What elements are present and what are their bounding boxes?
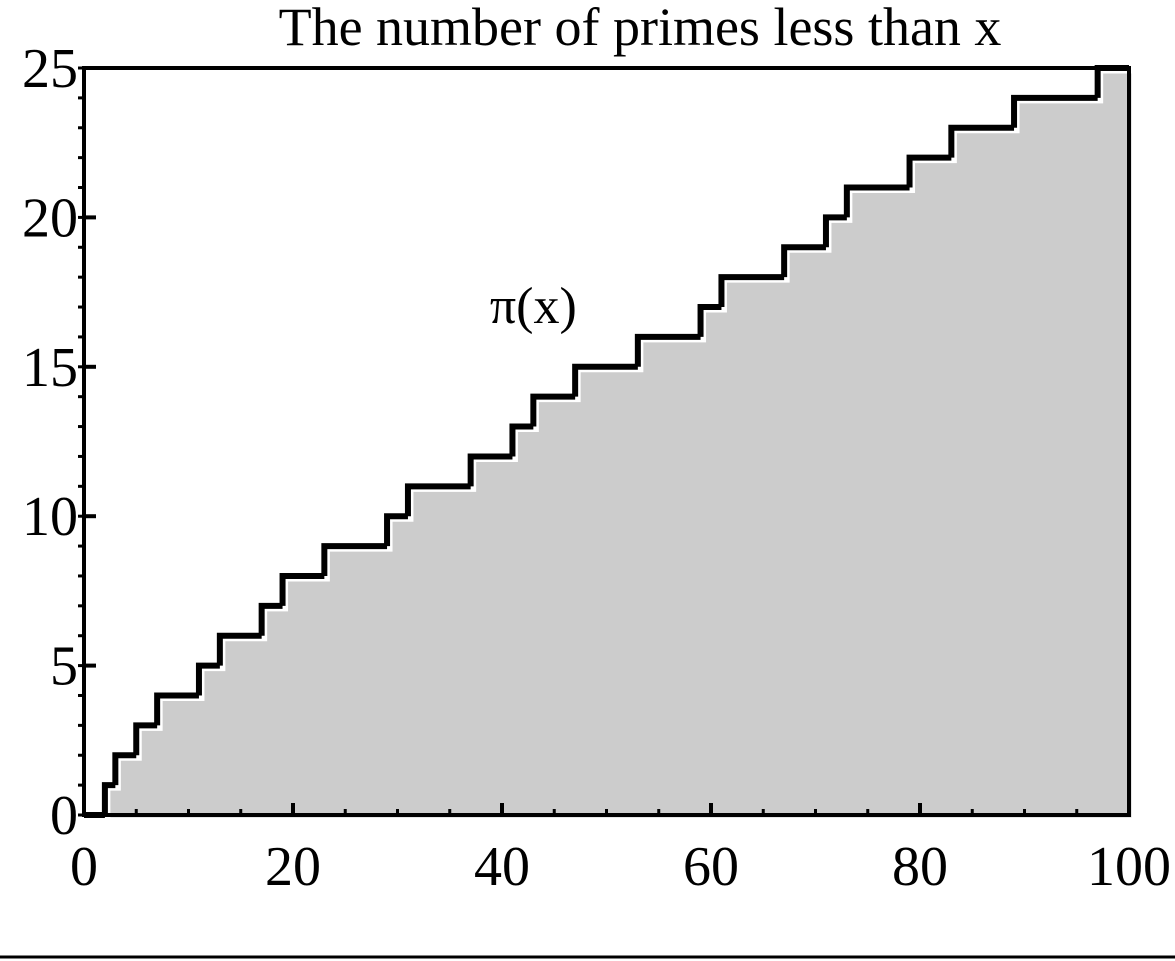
y-tick-label: 10	[22, 486, 78, 548]
step	[718, 274, 785, 308]
step	[321, 543, 388, 576]
x-tick-label: 80	[892, 836, 948, 898]
step	[195, 662, 220, 696]
step	[112, 752, 137, 786]
step	[258, 602, 283, 636]
y-tick-label: 5	[50, 636, 78, 698]
x-tick-label: 40	[474, 836, 530, 898]
area	[88, 70, 1135, 821]
x-tick-label: 20	[265, 836, 321, 898]
x-tick-label: 100	[1087, 836, 1171, 898]
y-tick-label: 0	[50, 785, 78, 847]
step	[404, 483, 471, 517]
chart-title: The number of primes less than x	[279, 0, 1002, 57]
x-tick-label: 60	[683, 836, 739, 898]
step	[843, 184, 910, 218]
step	[467, 453, 513, 487]
step	[384, 513, 408, 547]
step	[154, 692, 199, 726]
step	[697, 304, 722, 337]
step	[133, 722, 158, 756]
step	[781, 244, 826, 278]
step	[634, 333, 701, 367]
y-tick-label: 25	[22, 38, 78, 100]
step	[906, 154, 952, 188]
annotation: π(x)	[490, 278, 577, 335]
y-tick-label: 20	[22, 187, 78, 249]
y-tick-label: 15	[22, 337, 78, 399]
step	[216, 632, 262, 666]
step	[101, 782, 116, 815]
step	[822, 214, 847, 248]
step	[572, 363, 638, 397]
step	[279, 572, 325, 606]
step	[948, 124, 1015, 158]
step	[1011, 94, 1098, 128]
step	[530, 393, 576, 427]
x-tick-label: 0	[70, 836, 98, 898]
step	[509, 423, 534, 457]
